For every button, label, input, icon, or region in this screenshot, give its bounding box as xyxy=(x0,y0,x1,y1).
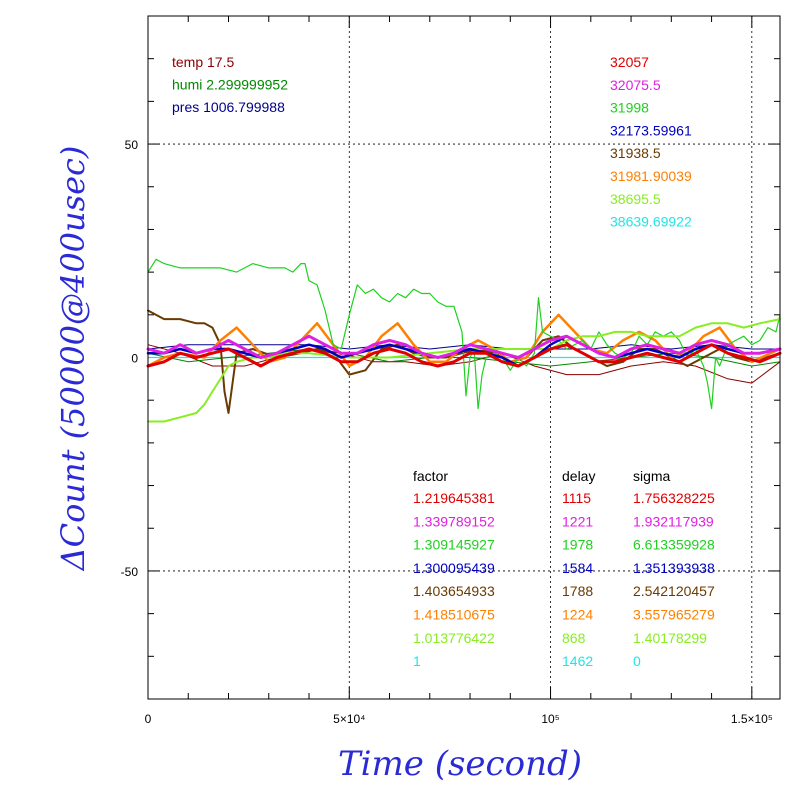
env-label: temp 17.5 xyxy=(172,54,234,70)
series-line-11 xyxy=(146,343,782,368)
table-cell-factor: 1.309145927 xyxy=(413,537,495,553)
mean-label: 31981.90039 xyxy=(610,168,692,184)
table-cell-delay: 1115 xyxy=(562,490,591,506)
table-cell-delay: 1584 xyxy=(562,560,593,576)
table-cell-delay: 1978 xyxy=(562,537,593,553)
x-tick-label: 10⁵ xyxy=(541,712,559,726)
table-cell-sigma: 1.932117939 xyxy=(633,513,714,529)
table-cell-delay: 1788 xyxy=(562,583,593,599)
env-label: pres 1006.799988 xyxy=(172,99,285,115)
table-cell-factor: 1 xyxy=(413,653,421,669)
table-header: delay xyxy=(562,468,595,484)
table-cell-factor: 1.300095439 xyxy=(413,560,495,576)
table-cell-sigma: 1.756328225 xyxy=(633,490,715,506)
x-tick-label: 0 xyxy=(145,712,152,726)
x-tick-label: 5×10⁴ xyxy=(333,712,365,726)
y-tick-label: 50 xyxy=(125,138,139,152)
env-label: humi 2.299999952 xyxy=(172,77,288,93)
table-cell-delay: 1462 xyxy=(562,653,593,669)
table-cell-factor: 1.418510675 xyxy=(413,607,495,623)
table-header: factor xyxy=(413,468,448,484)
mean-label: 31938.5 xyxy=(610,145,661,161)
y-tick-label: 0 xyxy=(131,352,138,366)
tick-labels: 0 5×10⁴ 10⁵ 1.5×10⁵ 50 0 -50 xyxy=(121,138,773,726)
series-line-10 xyxy=(146,334,782,359)
mean-label: 32173.59961 xyxy=(610,122,692,138)
table-cell-factor: 1.013776422 xyxy=(413,630,495,646)
mean-label: 38639.69922 xyxy=(610,214,692,230)
table-cell-delay: 868 xyxy=(562,630,586,646)
table-cell-factor: 1.339789152 xyxy=(413,513,495,529)
table-cell-sigma: 6.613359928 xyxy=(633,537,715,553)
table-cell-delay: 1224 xyxy=(562,607,593,623)
series-line-9 xyxy=(146,334,782,368)
y-axis-label: ΔCount (50000@400usec) xyxy=(54,146,92,573)
plot-frame xyxy=(147,15,781,700)
table-cell-delay: 1221 xyxy=(562,513,593,529)
y-tick-label: -50 xyxy=(121,565,139,579)
table-cell-sigma: 1.351393938 xyxy=(633,560,715,576)
mean-label: 32057 xyxy=(610,54,649,70)
mean-label: 31998 xyxy=(610,100,649,116)
annotations: temp 17.5 humi 2.299999952 pres 1006.79998… xyxy=(172,54,715,669)
table-cell-sigma: 3.557965279 xyxy=(633,607,715,623)
mean-label: 32075.5 xyxy=(610,77,661,93)
table-cell-factor: 1.219645381 xyxy=(413,490,495,506)
table-cell-sigma: 2.542120457 xyxy=(633,583,715,599)
table-cell-sigma: 0 xyxy=(633,653,641,669)
table-cell-sigma: 1.40178299 xyxy=(633,630,707,646)
series-group xyxy=(146,258,782,423)
x-tick-label: 1.5×10⁵ xyxy=(731,712,773,726)
table-cell-factor: 1.403654933 xyxy=(413,583,495,599)
mean-label: 38695.5 xyxy=(610,191,661,207)
table-header: sigma xyxy=(633,468,671,484)
x-axis-label: Time (second) xyxy=(338,744,582,784)
